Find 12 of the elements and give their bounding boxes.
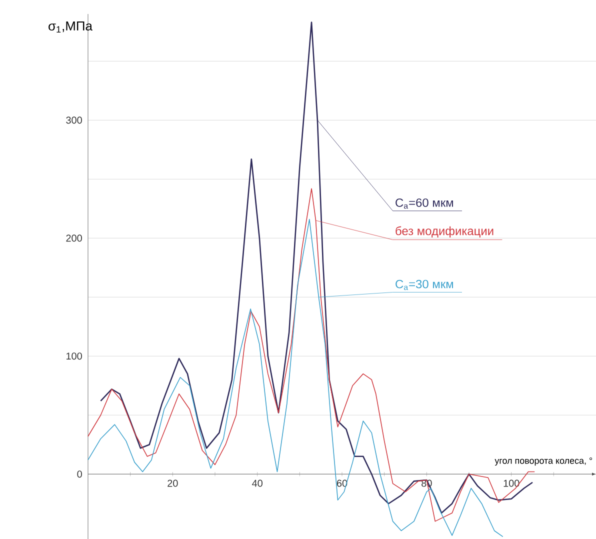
y-axis-title: σ$_{1}$,МПа: [48, 22, 92, 33]
y-tick-label: 0: [77, 470, 82, 478]
x-axis-title: угол поворота колеса, °: [494, 457, 592, 466]
text: без модификации: [396, 226, 494, 238]
text: C$_{a}$=30 мкм: [396, 280, 454, 290]
y-tick-label: 300: [66, 116, 82, 124]
y-tick-label: 200: [66, 234, 82, 242]
x-tick-label: 20: [168, 480, 178, 487]
x-tick-label: 40: [252, 480, 262, 487]
text: C$_{a}$=60 мкм: [396, 198, 454, 209]
x-tick-label: 100: [504, 480, 520, 487]
y-tick-label: 100: [66, 352, 82, 360]
